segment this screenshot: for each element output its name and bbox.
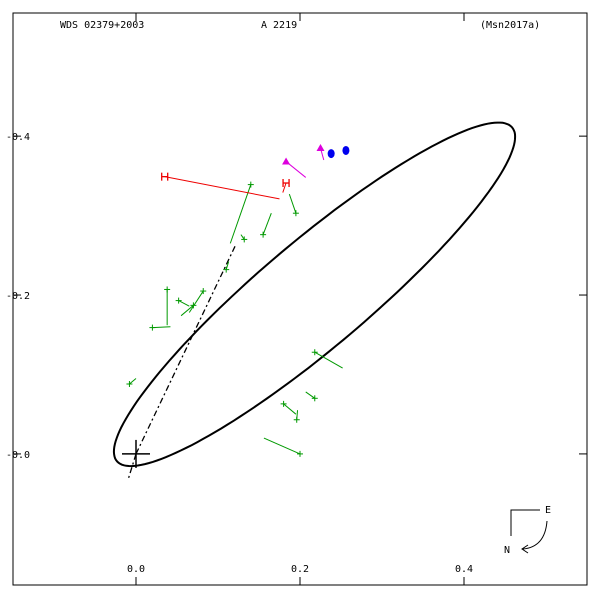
observation-plus xyxy=(126,381,133,388)
residual-line xyxy=(263,437,301,455)
residual-line xyxy=(240,234,245,240)
observation-h-marker xyxy=(161,172,169,181)
x-tick-label: 0.4 xyxy=(455,564,473,575)
residual-line xyxy=(262,213,272,235)
discoverer-label: A 2219 xyxy=(261,20,297,31)
residual-line xyxy=(314,351,343,369)
residual-line xyxy=(283,403,297,415)
observation-plus xyxy=(247,181,254,188)
observation-dot xyxy=(342,145,350,155)
observation-plus xyxy=(311,349,318,356)
residual-line xyxy=(180,304,194,317)
residual-line xyxy=(188,290,204,313)
observation-plus xyxy=(280,400,287,407)
observation-h-marker xyxy=(282,179,290,188)
residual-line xyxy=(164,176,280,200)
residual-line xyxy=(229,184,252,244)
periastron-line xyxy=(127,453,137,481)
residual-line xyxy=(282,182,287,193)
marker-layer xyxy=(126,144,350,457)
y-tick-label: -0.0 xyxy=(6,450,30,461)
reference-label: (Msn2017a) xyxy=(480,20,540,31)
y-tick-label: -0.2 xyxy=(6,291,30,302)
observation-dot xyxy=(327,149,335,159)
orbit-layer xyxy=(112,121,517,481)
observation-plus xyxy=(260,231,267,238)
compass-north-label: N xyxy=(504,545,510,556)
observation-plus xyxy=(293,416,300,423)
observation-triangle xyxy=(282,157,291,165)
observation-plus xyxy=(149,324,156,331)
orbit-ellipse xyxy=(112,121,517,468)
residual-line xyxy=(305,391,316,399)
observation-plus xyxy=(311,395,318,402)
residual-line xyxy=(152,326,171,329)
compass: E N xyxy=(504,505,551,556)
compass-east-label: E xyxy=(545,505,551,516)
compass-arc xyxy=(522,520,548,550)
line-of-nodes xyxy=(135,243,237,455)
residual-line xyxy=(178,300,190,307)
observation-plus xyxy=(297,450,303,457)
observation-plus xyxy=(292,210,299,217)
observation-plus xyxy=(200,288,207,295)
observation-plus xyxy=(175,297,182,304)
observation-triangle xyxy=(316,144,325,152)
residual-line xyxy=(129,378,137,385)
y-tick-label: -0.4 xyxy=(6,132,30,143)
observation-plus xyxy=(164,286,171,293)
observation-plus xyxy=(223,266,230,273)
x-tick-label: 0.0 xyxy=(127,564,145,575)
residual-layer xyxy=(129,147,347,455)
observation-plus xyxy=(190,302,197,309)
axis-ticks: 0.0 0.2 0.4 -0.4 -0.2 -0.0 xyxy=(6,13,587,585)
residual-line xyxy=(288,193,297,214)
observation-plus xyxy=(241,236,248,243)
plot-frame xyxy=(12,12,588,586)
compass-lines xyxy=(510,509,540,536)
x-tick-label: 0.2 xyxy=(291,564,309,575)
object-label: WDS 02379+2003 xyxy=(60,20,144,31)
compass-arrow-icon xyxy=(521,544,529,554)
